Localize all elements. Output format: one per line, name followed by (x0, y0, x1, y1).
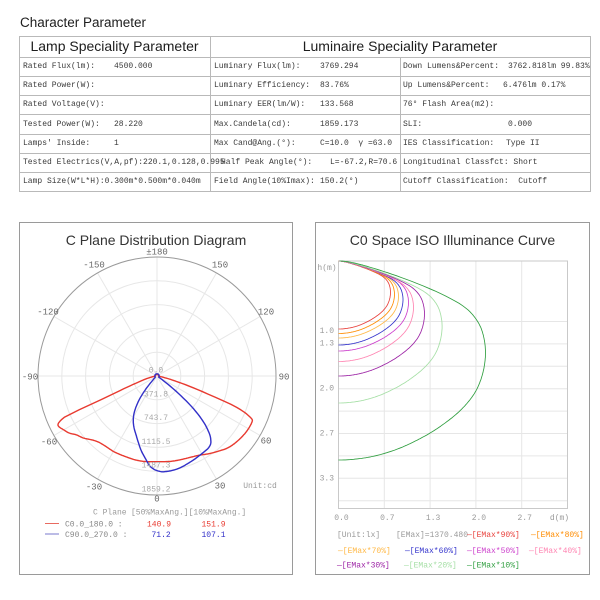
svg-text:-30: -30 (86, 483, 102, 493)
svg-text:1859.2: 1859.2 (142, 486, 171, 495)
svg-text:2.7: 2.7 (517, 514, 532, 523)
svg-text:-90: -90 (22, 373, 38, 383)
svg-text:30: 30 (215, 482, 226, 492)
svg-text:1487.3: 1487.3 (142, 462, 171, 471)
svg-text:C Plane: C Plane (93, 509, 127, 518)
svg-text:—[EMax*10%]: —[EMax*10%] (466, 562, 520, 571)
svg-text:2.7: 2.7 (320, 430, 335, 439)
svg-text:—[EMax*40%]: —[EMax*40%] (528, 547, 582, 556)
svg-text:90: 90 (279, 373, 290, 383)
svg-text:140.9: 140.9 (147, 521, 171, 530)
svg-text:±180: ±180 (146, 248, 168, 258)
svg-text:C0.0_180.0 :: C0.0_180.0 : (65, 521, 123, 530)
svg-text:2.0: 2.0 (472, 514, 487, 523)
svg-text:1115.5: 1115.5 (142, 438, 171, 447)
svg-text:C90.0_270.0 :: C90.0_270.0 : (65, 531, 127, 540)
svg-text:2.0: 2.0 (320, 385, 335, 394)
svg-text:151.9: 151.9 (202, 521, 226, 530)
svg-text:3.3: 3.3 (320, 475, 335, 484)
svg-text:[50%MaxAng.][10%MaxAng.]: [50%MaxAng.][10%MaxAng.] (131, 509, 246, 518)
svg-text:—[EMax*20%]: —[EMax*20%] (403, 562, 457, 571)
svg-text:-120: -120 (37, 308, 59, 318)
svg-text:—[EMax*90%]: —[EMax*90%] (466, 531, 520, 540)
svg-text:120: 120 (258, 308, 274, 318)
svg-text:-60: -60 (41, 438, 57, 448)
svg-text:0.7: 0.7 (380, 514, 395, 523)
svg-text:1.3: 1.3 (320, 340, 335, 349)
svg-text:—[EMax*50%]: —[EMax*50%] (466, 547, 520, 556)
svg-text:0: 0 (154, 495, 159, 505)
svg-text:1.0: 1.0 (320, 327, 335, 336)
svg-text:0.0: 0.0 (334, 514, 349, 523)
svg-text:—[EMax*70%]: —[EMax*70%] (337, 547, 391, 556)
svg-text:1.3: 1.3 (426, 514, 441, 523)
svg-text:60: 60 (261, 437, 272, 447)
svg-text:h(m): h(m) (317, 264, 336, 273)
svg-text:-150: -150 (83, 261, 105, 271)
svg-text:—[EMax*60%]: —[EMax*60%] (404, 547, 458, 556)
svg-text:[EMax]=1370.480: [EMax]=1370.480 (396, 531, 468, 540)
svg-text:d(m): d(m) (550, 514, 569, 523)
svg-text:71.2: 71.2 (152, 531, 171, 540)
svg-text:150: 150 (212, 261, 228, 271)
svg-text:—[EMax*30%]: —[EMax*30%] (336, 562, 390, 571)
svg-text:743.7: 743.7 (144, 414, 168, 423)
svg-text:0.0: 0.0 (149, 367, 164, 376)
svg-text:Unit:cd: Unit:cd (243, 482, 277, 491)
svg-text:—[EMax*80%]: —[EMax*80%] (530, 531, 584, 540)
svg-text:371.8: 371.8 (144, 390, 168, 399)
svg-text:107.1: 107.1 (202, 531, 226, 540)
svg-text:[Unit:lx]: [Unit:lx] (337, 531, 380, 540)
